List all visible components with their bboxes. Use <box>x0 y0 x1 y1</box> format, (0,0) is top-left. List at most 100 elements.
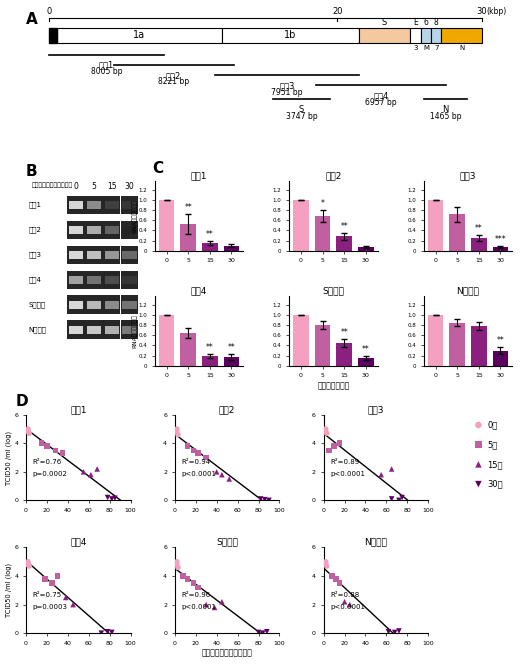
Text: 6957 bp: 6957 bp <box>365 98 397 107</box>
Title: S遺伝子: S遺伝子 <box>216 538 238 547</box>
Bar <box>85 295 102 314</box>
Bar <box>224 356 239 366</box>
Text: 15: 15 <box>107 182 116 191</box>
Text: 30: 30 <box>125 182 135 191</box>
Bar <box>68 246 85 264</box>
Point <box>377 469 385 480</box>
Bar <box>69 275 83 284</box>
Text: **: ** <box>184 203 192 212</box>
Text: p=0.0003: p=0.0003 <box>32 604 67 610</box>
Text: 領域4: 領域4 <box>373 91 388 100</box>
Text: N: N <box>443 105 449 115</box>
Point <box>346 599 354 610</box>
Y-axis label: RNA量（相対値）: RNA量（相対値） <box>132 314 137 348</box>
Bar <box>57 28 222 42</box>
Point <box>256 494 265 505</box>
Text: 5秒: 5秒 <box>488 440 498 449</box>
Bar <box>121 220 138 239</box>
Bar <box>121 320 138 339</box>
Text: B: B <box>26 164 37 179</box>
Text: D: D <box>16 395 28 409</box>
Bar <box>428 315 444 366</box>
Text: 領域3: 領域3 <box>279 81 295 90</box>
Text: 6: 6 <box>424 17 428 27</box>
Text: 領域4: 領域4 <box>29 277 41 283</box>
Bar <box>431 28 441 42</box>
Text: p<0.0001: p<0.0001 <box>181 472 216 478</box>
Title: 領域1: 領域1 <box>191 171 207 180</box>
Point <box>108 494 116 505</box>
Bar <box>87 275 101 284</box>
Bar <box>359 28 410 42</box>
Bar <box>180 333 196 366</box>
Bar <box>358 358 374 366</box>
Point <box>173 427 181 438</box>
Point <box>321 559 330 570</box>
Bar <box>122 226 137 234</box>
Point <box>183 441 191 452</box>
Point <box>173 556 181 567</box>
Bar <box>87 301 101 309</box>
Point <box>193 582 202 593</box>
Bar <box>103 320 121 339</box>
Point <box>218 596 226 607</box>
Point <box>202 452 211 463</box>
Point <box>183 574 191 584</box>
Title: 領域3: 領域3 <box>460 171 476 180</box>
Text: R²=0.94: R²=0.94 <box>181 460 210 466</box>
Point <box>25 561 33 572</box>
Point <box>341 596 349 607</box>
Text: S遺伝子: S遺伝子 <box>29 302 46 308</box>
Point <box>202 599 211 610</box>
Title: 領域4: 領域4 <box>70 538 86 547</box>
Point <box>193 448 202 459</box>
Bar <box>103 196 121 214</box>
Text: R²=0.88: R²=0.88 <box>330 592 359 598</box>
Point <box>321 423 330 434</box>
Bar <box>69 301 83 309</box>
Point <box>332 574 341 584</box>
Text: p<0.0001: p<0.0001 <box>181 604 216 610</box>
Bar <box>85 196 102 214</box>
Text: 領域3: 領域3 <box>29 251 42 258</box>
Text: 8005 bp: 8005 bp <box>91 67 122 76</box>
Point <box>24 559 32 570</box>
Point <box>391 627 399 638</box>
Bar <box>121 246 138 264</box>
Title: 領域3: 領域3 <box>368 405 384 414</box>
Text: **: ** <box>475 224 483 233</box>
Title: N遺伝子: N遺伝子 <box>365 538 387 547</box>
Point <box>335 578 344 588</box>
Text: 8: 8 <box>434 17 439 27</box>
Bar <box>122 326 137 334</box>
Point <box>213 466 221 477</box>
Point <box>173 559 181 570</box>
Bar <box>103 246 121 264</box>
Bar <box>103 295 121 314</box>
Text: **: ** <box>362 345 370 354</box>
Bar <box>428 200 444 251</box>
Point <box>37 438 46 449</box>
Bar <box>103 220 121 239</box>
Bar <box>69 201 83 209</box>
Point <box>174 562 182 573</box>
Text: 20: 20 <box>332 7 343 16</box>
Point <box>24 423 32 434</box>
Bar <box>471 238 487 251</box>
Point <box>225 474 233 484</box>
Point <box>330 441 338 452</box>
Bar <box>159 200 174 251</box>
Point <box>254 627 263 638</box>
Title: 領域2: 領域2 <box>326 171 342 180</box>
Bar <box>85 246 102 264</box>
Text: ***: *** <box>495 235 506 244</box>
Bar <box>69 226 83 234</box>
Text: 領域1: 領域1 <box>29 202 42 208</box>
Bar <box>69 251 83 259</box>
Bar <box>293 200 309 251</box>
Point <box>263 626 271 637</box>
Text: 0: 0 <box>74 182 79 191</box>
Bar <box>315 216 330 251</box>
Bar <box>159 315 174 366</box>
Text: **: ** <box>341 328 348 337</box>
